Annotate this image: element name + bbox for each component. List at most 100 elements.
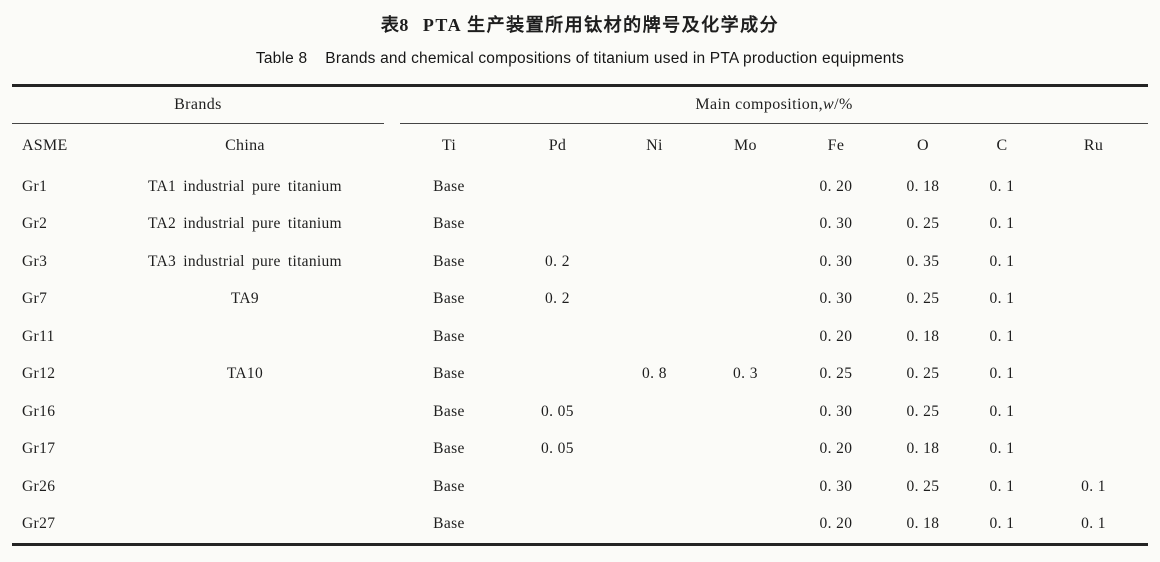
- column-header-ti: Ti: [441, 137, 457, 154]
- cell-china: [98, 468, 392, 506]
- cell-ti: Base: [433, 365, 465, 383]
- cell-pd: 0. 05: [540, 440, 574, 458]
- cell-fe: 0. 20: [819, 327, 853, 345]
- composition-label-prefix: Main composition,: [695, 96, 824, 113]
- column-header-row: ASME China Ti Pd Ni Mo Fe O C Ru: [12, 124, 1148, 168]
- cell-china: TA2 industrial pure titanium: [147, 215, 342, 233]
- cell-pd: [506, 318, 609, 356]
- table-row: Gr3 TA3 industrial pure titanium Base 0. 2 0…: [12, 243, 1148, 281]
- cell-ti: Base: [433, 440, 465, 458]
- cell-o: 0. 25: [906, 365, 940, 383]
- cell-pd: [506, 356, 609, 394]
- cell-mo: [700, 393, 791, 431]
- cell-o: 0. 25: [906, 215, 940, 233]
- cell-ti: Base: [433, 252, 465, 270]
- cell-pd: [506, 168, 609, 206]
- composition-label-suffix: /%: [834, 96, 853, 113]
- cell-ti: Base: [433, 215, 465, 233]
- cell-ru: [1039, 206, 1148, 244]
- composition-label-symbol: w: [823, 96, 835, 113]
- cell-mo: [700, 468, 791, 506]
- cell-c: 0. 1: [989, 252, 1015, 270]
- cell-c: 0. 1: [989, 290, 1015, 308]
- cell-china: [98, 318, 392, 356]
- brands-spanner-label: Brands: [11, 87, 384, 124]
- cell-china: [98, 431, 392, 469]
- cell-fe: 0. 30: [819, 477, 853, 495]
- cell-china: [98, 506, 392, 545]
- cell-asme: Gr11: [21, 327, 55, 345]
- column-header-c: C: [996, 137, 1008, 154]
- cell-ni: [609, 206, 700, 244]
- cell-ru: 0. 1: [1081, 477, 1106, 495]
- cell-mo: [700, 506, 791, 545]
- cell-mo: [700, 318, 791, 356]
- cell-pd: 0. 2: [545, 252, 570, 270]
- column-header-china: China: [225, 137, 265, 154]
- cell-ni: [609, 431, 700, 469]
- table-title-en-text: Brands and chemical compositions of tita…: [325, 50, 905, 67]
- table-title-en: Table 8 Brands and chemical compositions …: [0, 50, 1160, 68]
- cell-asme: Gr7: [21, 290, 48, 308]
- cell-pd: 0. 05: [540, 402, 574, 420]
- table-body: Gr1 TA1 industrial pure titanium Base 0. 20…: [12, 168, 1148, 545]
- cell-c: 0. 1: [989, 515, 1015, 533]
- cell-asme: Gr3: [21, 252, 48, 270]
- cell-o: 0. 18: [906, 177, 940, 195]
- table-row: Gr27 Base 0. 20 0. 18 0. 1 0. 1: [12, 506, 1148, 545]
- table-title-zh-text: PTA 生产装置所用钛材的牌号及化学成分: [422, 15, 780, 35]
- cell-ni: [609, 168, 700, 206]
- table-row: Gr12 TA10 Base 0. 8 0. 3 0. 25 0. 25 0. 1: [12, 356, 1148, 394]
- cell-mo: 0. 3: [733, 365, 758, 383]
- table-number-zh: 表8: [380, 15, 409, 35]
- cell-o: 0. 25: [906, 402, 940, 420]
- cell-fe: 0. 30: [819, 252, 853, 270]
- cell-ni: 0. 8: [642, 365, 667, 383]
- table-row: Gr1 TA1 industrial pure titanium Base 0. 20…: [12, 168, 1148, 206]
- cell-pd: [506, 506, 609, 545]
- cell-china: TA3 industrial pure titanium: [147, 252, 342, 270]
- composition-table: Brands Main composition, w/% ASME China …: [11, 84, 1149, 546]
- cell-pd: 0. 2: [545, 290, 570, 308]
- cell-china: [98, 393, 392, 431]
- cell-ru: [1039, 431, 1148, 469]
- cell-ru: [1039, 393, 1148, 431]
- cell-mo: [700, 168, 791, 206]
- cell-mo: [700, 243, 791, 281]
- cell-asme: Gr1: [21, 177, 48, 195]
- cell-c: 0. 1: [989, 177, 1015, 195]
- cell-ti: Base: [433, 515, 465, 533]
- cell-ni: [609, 506, 700, 545]
- cell-ti: Base: [433, 477, 465, 495]
- cell-asme: Gr27: [21, 515, 56, 533]
- cell-ni: [609, 281, 700, 319]
- cell-c: 0. 1: [989, 440, 1015, 458]
- cell-fe: 0. 20: [819, 177, 853, 195]
- column-header-mo: Mo: [734, 137, 757, 154]
- table-number-en: Table 8: [255, 50, 308, 67]
- column-header-ru: Ru: [1083, 137, 1104, 154]
- cell-asme: Gr16: [21, 402, 56, 420]
- cell-pd: [506, 468, 609, 506]
- column-header-asme: ASME: [21, 137, 68, 154]
- cell-ti: Base: [433, 177, 465, 195]
- column-header-fe: Fe: [827, 137, 845, 154]
- cell-ru: [1039, 318, 1148, 356]
- cell-ti: Base: [433, 290, 465, 308]
- cell-china: TA1 industrial pure titanium: [147, 177, 342, 195]
- cell-china: TA10: [226, 365, 263, 383]
- composition-spanner-cell: Main composition, w/%: [392, 86, 1149, 124]
- brands-spanner-cell: Brands: [11, 86, 392, 124]
- cell-ru: 0. 1: [1081, 515, 1106, 533]
- cell-ni: [609, 243, 700, 281]
- cell-o: 0. 18: [906, 515, 940, 533]
- table-row: Gr2 TA2 industrial pure titanium Base 0. 30…: [12, 206, 1148, 244]
- cell-asme: Gr17: [21, 440, 56, 458]
- table-row: Gr17 Base 0. 05 0. 20 0. 18 0. 1: [12, 431, 1148, 469]
- table-row: Gr16 Base 0. 05 0. 30 0. 25 0. 1: [12, 393, 1148, 431]
- cell-fe: 0. 25: [819, 365, 853, 383]
- cell-ni: [609, 318, 700, 356]
- cell-c: 0. 1: [989, 365, 1015, 383]
- cell-o: 0. 35: [906, 252, 940, 270]
- column-header-ni: Ni: [646, 137, 663, 154]
